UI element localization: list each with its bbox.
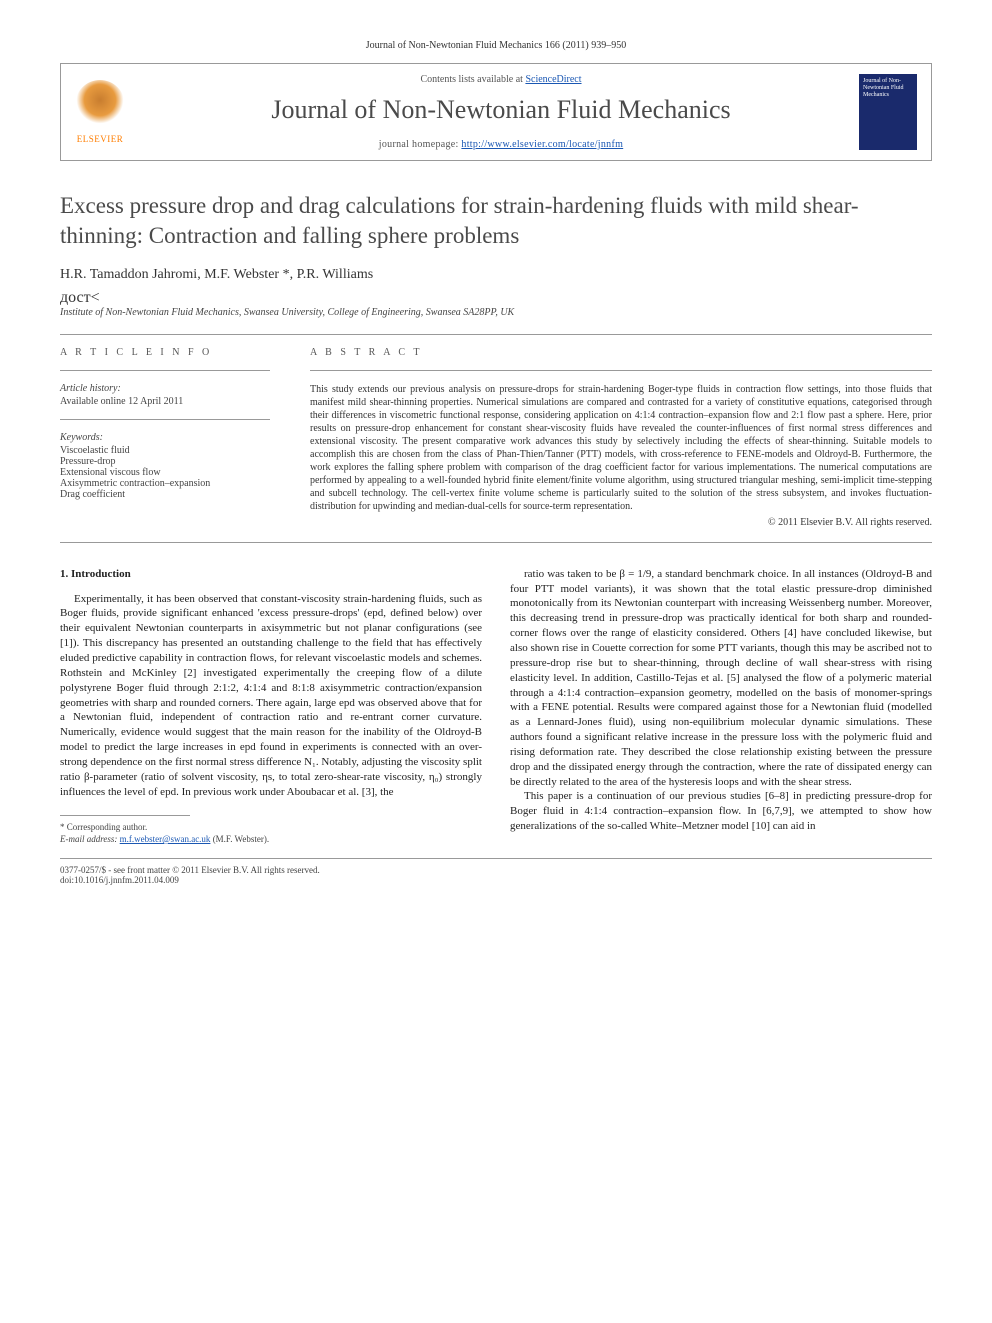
- email-label: E-mail address:: [60, 834, 120, 844]
- citation-line: Journal of Non-Newtonian Fluid Mechanics…: [60, 40, 932, 51]
- footer-line-2: doi:10.1016/j.jnnfm.2011.04.009: [60, 875, 932, 885]
- keywords-label: Keywords:: [60, 432, 270, 443]
- body-paragraph: ratio was taken to be β = 1/9, a standar…: [510, 567, 932, 790]
- article-info-column: A R T I C L E I N F O Article history: A…: [60, 347, 270, 528]
- abstract-column: A B S T R A C T This study extends our p…: [310, 347, 932, 528]
- divider-body: [60, 542, 932, 543]
- sciencedirect-link[interactable]: ScienceDirect: [525, 74, 581, 85]
- header-center: Contents lists available at ScienceDirec…: [143, 74, 859, 150]
- history-label: Article history:: [60, 383, 270, 394]
- history-value: Available online 12 April 2011: [60, 396, 270, 407]
- keyword-item: Pressure-drop: [60, 456, 270, 467]
- keyword-item: Extensional viscous flow: [60, 467, 270, 478]
- homepage-prefix: journal homepage:: [379, 139, 462, 150]
- divider-keywords: [60, 419, 270, 420]
- email-line: E-mail address: m.f.webster@swan.ac.uk (…: [60, 834, 482, 846]
- footnote-separator: [60, 815, 190, 816]
- footer-line-1: 0377-0257/$ - see front matter © 2011 El…: [60, 865, 932, 875]
- journal-header-box: ELSEVIER Contents lists available at Sci…: [60, 63, 932, 161]
- cover-title: Journal of Non-Newtonian Fluid Mechanics: [863, 78, 913, 100]
- body-columns: 1. Introduction Experimentally, it has b…: [60, 567, 932, 846]
- article-info-head: A R T I C L E I N F O: [60, 347, 270, 358]
- keyword-item: Viscoelastic fluid: [60, 445, 270, 456]
- corresponding-author: * Corresponding author.: [60, 822, 482, 834]
- article-page: Journal of Non-Newtonian Fluid Mechanics…: [0, 0, 992, 925]
- journal-homepage: journal homepage: http://www.elsevier.co…: [143, 139, 859, 150]
- contents-prefix: Contents lists available at: [420, 74, 525, 85]
- keyword-item: Axisymmetric contraction–expansion: [60, 478, 270, 489]
- divider-info: [60, 370, 270, 371]
- copyright-line: © 2011 Elsevier B.V. All rights reserved…: [310, 517, 932, 528]
- article-meta-row: A R T I C L E I N F O Article history: A…: [60, 347, 932, 528]
- homepage-link[interactable]: http://www.elsevier.com/locate/jnnfm: [461, 139, 623, 150]
- journal-name: Journal of Non-Newtonian Fluid Mechanics: [143, 95, 859, 125]
- section-title: Introduction: [71, 568, 131, 580]
- contents-line: Contents lists available at ScienceDirec…: [143, 74, 859, 85]
- elsevier-tree-icon: [75, 80, 125, 130]
- page-footer: 0377-0257/$ - see front matter © 2011 El…: [60, 858, 932, 885]
- body-col-right: ratio was taken to be β = 1/9, a standar…: [510, 567, 932, 846]
- article-title: Excess pressure drop and drag calculatio…: [60, 191, 932, 251]
- email-link[interactable]: m.f.webster@swan.ac.uk: [120, 834, 211, 844]
- journal-cover-icon: Journal of Non-Newtonian Fluid Mechanics: [859, 74, 917, 150]
- abstract-text: This study extends our previous analysis…: [310, 383, 932, 513]
- body-paragraph: This paper is a continuation of our prev…: [510, 789, 932, 834]
- keyword-item: Drag coefficient: [60, 489, 270, 500]
- footnote-block: * Corresponding author. E-mail address: …: [60, 822, 482, 845]
- abstract-head: A B S T R A C T: [310, 347, 932, 358]
- publisher-logo: ELSEVIER: [75, 80, 125, 144]
- authors-line: H.R. Tamaddon Jahromi, M.F. Webster *, P…: [60, 267, 932, 283]
- divider-abstract: [310, 370, 932, 371]
- body-col-left: 1. Introduction Experimentally, it has b…: [60, 567, 482, 846]
- affiliation-line: Institute of Non-Newtonian Fluid Mechani…: [60, 307, 932, 318]
- body-paragraph: Experimentally, it has been observed tha…: [60, 592, 482, 800]
- email-suffix: (M.F. Webster).: [210, 834, 269, 844]
- publisher-name: ELSEVIER: [77, 134, 124, 144]
- divider-top: [60, 334, 932, 335]
- section-heading: 1. Introduction: [60, 567, 482, 582]
- section-number: 1.: [60, 568, 68, 580]
